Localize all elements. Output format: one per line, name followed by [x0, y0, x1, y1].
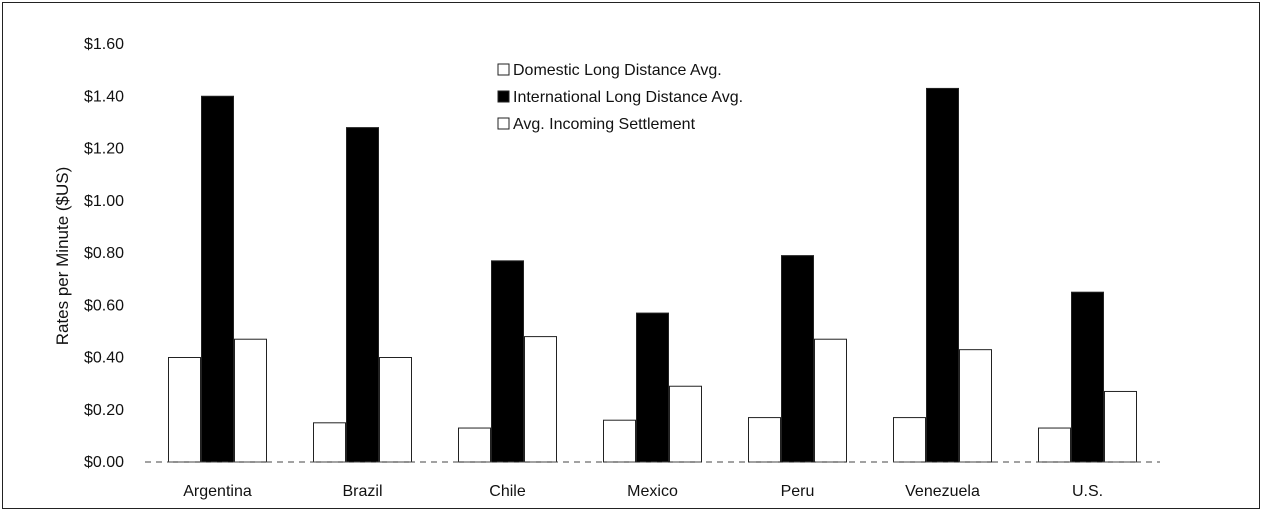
bar-settlement: [234, 338, 267, 463]
y-axis-ticks: $0.00 $0.20 $0.40 $0.60 $0.80 $1.00 $1.20 $1.40…: [84, 36, 124, 471]
x-tick-label: U.S.: [1072, 483, 1103, 500]
legend-swatch: [497, 63, 510, 76]
bar-settlement: [959, 349, 992, 463]
bar-settlement: [1104, 390, 1137, 463]
x-tick-label: Peru: [781, 483, 815, 500]
y-tick-label: $0.20: [84, 402, 124, 419]
y-tick-label: $0.60: [84, 297, 124, 314]
bar-international: [1071, 291, 1104, 463]
bar-international: [926, 87, 959, 463]
y-tick-label: $1.60: [84, 36, 124, 53]
bar-settlement: [524, 336, 557, 463]
bars-group: [168, 87, 1137, 463]
legend-swatch: [497, 90, 510, 103]
bar-international: [491, 260, 524, 463]
bar-international: [781, 255, 814, 463]
bar-settlement: [669, 385, 702, 463]
bar-domestic: [1038, 427, 1071, 463]
y-tick-label: $0.40: [84, 350, 124, 367]
x-tick-label: Mexico: [627, 483, 678, 500]
bar-settlement: [379, 357, 412, 463]
legend-label: Avg. Incoming Settlement: [513, 116, 696, 133]
bar-domestic: [603, 419, 636, 463]
x-tick-label: Chile: [489, 483, 526, 500]
y-tick-label: $1.40: [84, 88, 124, 105]
bar-settlement: [814, 338, 847, 463]
bar-domestic: [748, 417, 781, 463]
bar-international: [636, 312, 669, 463]
x-tick-label: Venezuela: [905, 483, 980, 500]
legend: Domestic Long Distance Avg. International…: [497, 62, 743, 133]
x-tick-label: Argentina: [183, 483, 252, 500]
y-tick-label: $1.00: [84, 193, 124, 210]
legend-label: International Long Distance Avg.: [513, 89, 743, 106]
bar-domestic: [893, 417, 926, 463]
y-axis-title: Rates per Minute ($US): [53, 167, 72, 346]
y-tick-label: $1.20: [84, 141, 124, 158]
bar-domestic: [168, 357, 201, 463]
bar-domestic: [313, 422, 346, 463]
x-tick-label: Brazil: [342, 483, 382, 500]
x-axis-ticks: Argentina Brazil Chile Mexico Peru Venezuela U…: [183, 483, 1103, 500]
legend-swatch: [497, 117, 510, 130]
y-tick-label: $0.80: [84, 245, 124, 262]
legend-label: Domestic Long Distance Avg.: [513, 62, 722, 79]
y-tick-label: $0.00: [84, 454, 124, 471]
bar-international: [201, 95, 234, 463]
bar-domestic: [458, 427, 491, 463]
bar-international: [346, 127, 379, 463]
